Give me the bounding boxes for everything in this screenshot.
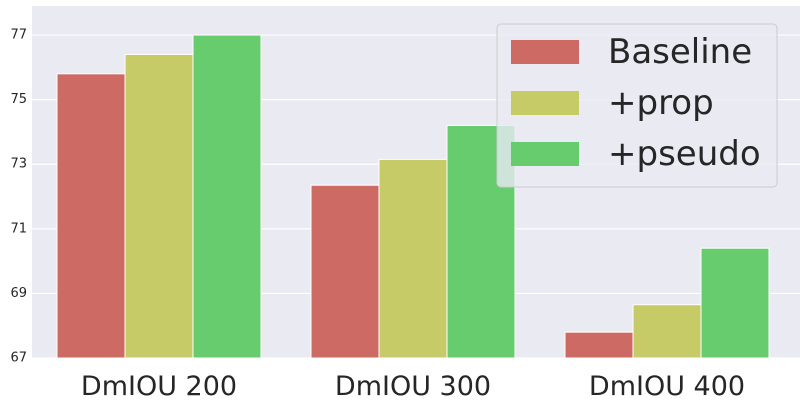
bar-plus-pseudo-0 xyxy=(192,34,262,359)
legend-label: Baseline xyxy=(608,32,752,72)
y-tick-label: 69 xyxy=(10,286,27,301)
y-tick-label: 77 xyxy=(10,28,27,43)
x-tick-label: DmIOU 200 xyxy=(81,371,237,400)
legend-label: +pseudo xyxy=(608,134,761,174)
bar-plus-prop-2 xyxy=(632,304,702,359)
y-tick-label: 71 xyxy=(10,221,27,236)
bars xyxy=(56,34,770,359)
bar-plus-prop-1 xyxy=(378,158,448,359)
bar-baseline-0 xyxy=(56,73,126,359)
y-tick-label: 75 xyxy=(10,92,27,107)
x-axis-ticks: DmIOU 200 DmIOU 300 DmIOU 400 xyxy=(81,371,745,400)
bar-baseline-1 xyxy=(310,184,380,359)
bar-plus-pseudo-2 xyxy=(700,247,770,359)
legend: Baseline +prop +pseudo xyxy=(496,23,778,188)
y-tick-label: 67 xyxy=(10,351,27,366)
bar-plus-prop-0 xyxy=(124,53,194,359)
legend-swatch xyxy=(511,40,579,64)
legend-swatch xyxy=(511,142,579,166)
legend-swatch xyxy=(511,91,579,115)
x-tick-label: DmIOU 300 xyxy=(335,371,491,400)
legend-label: +prop xyxy=(608,83,714,123)
bar-baseline-2 xyxy=(564,331,634,359)
y-tick-label: 73 xyxy=(10,157,27,172)
x-tick-label: DmIOU 400 xyxy=(589,371,745,400)
y-axis-ticks: 67 69 71 73 75 77 xyxy=(10,28,27,366)
